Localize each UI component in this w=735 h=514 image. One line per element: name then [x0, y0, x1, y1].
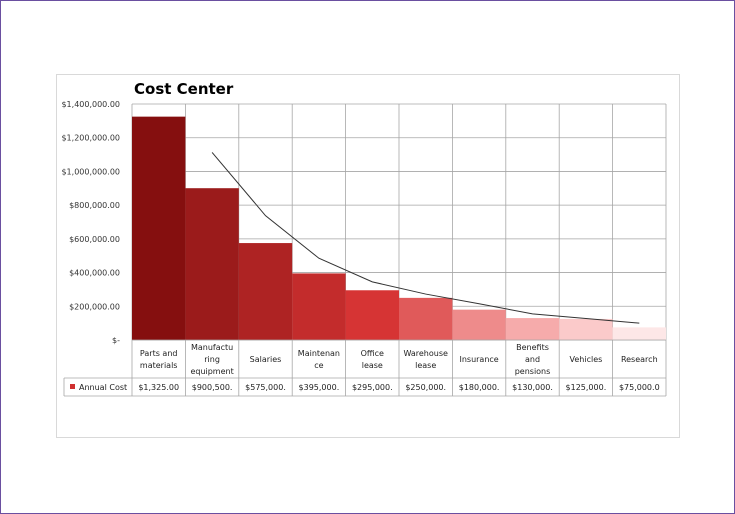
- y-tick-label: $600,000.00: [69, 235, 120, 244]
- y-tick-label: $1,400,000.00: [61, 100, 120, 109]
- category-label: Manufactu: [191, 343, 233, 352]
- bar-5: [345, 290, 399, 340]
- category-label: Warehouse: [403, 349, 448, 358]
- value-label: $295,000.: [352, 383, 393, 392]
- y-tick-label: $1,000,000.00: [61, 167, 120, 176]
- value-label: $180,000.: [459, 383, 500, 392]
- legend-swatch: [70, 384, 75, 389]
- bar-2: [185, 188, 239, 340]
- category-label: materials: [140, 361, 178, 370]
- y-tick-label: $-: [112, 336, 120, 345]
- value-label: $250,000.: [405, 383, 446, 392]
- trendline: [211, 152, 640, 324]
- category-label: ce: [314, 361, 323, 370]
- category-label: pensions: [515, 367, 551, 376]
- category-label: Maintenan: [298, 349, 340, 358]
- y-tick-label: $1,200,000.00: [61, 134, 120, 143]
- value-label: $130,000.: [512, 383, 553, 392]
- category-label: Vehicles: [570, 355, 603, 364]
- category-label: equipment: [190, 367, 233, 376]
- y-tick-label: $800,000.00: [69, 201, 120, 210]
- value-label: $75,000.0: [619, 383, 660, 392]
- category-label: lease: [415, 361, 436, 370]
- bar-7: [452, 309, 506, 340]
- bar-1: [132, 116, 186, 341]
- bar-10: [612, 327, 666, 340]
- category-label: Research: [621, 355, 658, 364]
- category-label: ring: [204, 355, 220, 364]
- chart-title: Cost Center: [134, 80, 234, 98]
- category-label: Benefits: [516, 343, 549, 352]
- category-label: lease: [362, 361, 383, 370]
- category-label: Parts and: [140, 349, 178, 358]
- bar-8: [505, 318, 560, 340]
- value-label: $575,000.: [245, 383, 286, 392]
- value-label: $900,500.: [192, 383, 233, 392]
- legend-label: Annual Cost: [79, 383, 127, 392]
- category-label: Salaries: [250, 355, 282, 364]
- value-label: $1,325.00: [138, 383, 179, 392]
- category-label: Office: [361, 349, 384, 358]
- bar-9: [559, 318, 613, 340]
- bar-6: [399, 297, 453, 340]
- value-label: $395,000.: [299, 383, 340, 392]
- category-label: and: [525, 355, 540, 364]
- bar-4: [292, 273, 346, 340]
- y-tick-label: $200,000.00: [69, 302, 120, 311]
- value-label: $125,000.: [566, 383, 607, 392]
- category-label: Insurance: [459, 355, 498, 364]
- y-tick-label: $400,000.00: [69, 269, 120, 278]
- bar-3: [238, 243, 293, 340]
